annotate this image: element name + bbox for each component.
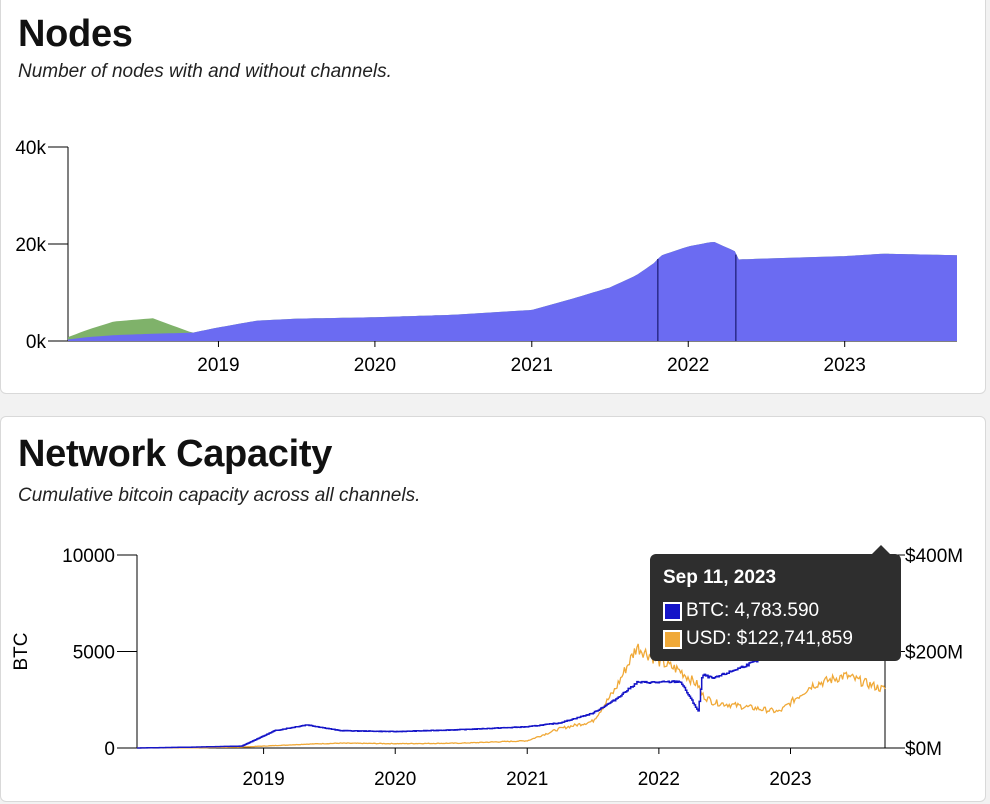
x-tick-label: 2021 — [511, 355, 553, 376]
right-y-tick-label: $200M — [905, 643, 963, 664]
y-tick-label: 40k — [15, 138, 46, 159]
chart-tooltip: Sep 11, 2023 BTC: 4,783.590 USD: $122,74… — [650, 545, 901, 661]
tooltip-arrow — [872, 545, 890, 554]
x-tick-label: 2022 — [638, 769, 680, 790]
y-tick-label: 20k — [15, 235, 46, 256]
tooltip-date: Sep 11, 2023 — [663, 567, 777, 588]
x-tick-label: 2023 — [769, 769, 811, 790]
left-y-tick-label: 5000 — [73, 643, 115, 664]
x-tick-label: 2023 — [824, 355, 866, 376]
y-axis-label: BTC — [11, 633, 32, 671]
btc-swatch-icon — [663, 601, 682, 621]
y-tick-label: 0k — [26, 332, 47, 353]
tooltip-usd-value: USD: $122,741,859 — [686, 628, 853, 649]
series-nodes-with-channels — [68, 242, 957, 341]
capacity-card: Network Capacity Cumulative bitcoin capa… — [0, 416, 986, 802]
x-tick-label: 2019 — [197, 355, 239, 376]
x-tick-label: 2021 — [506, 769, 548, 790]
nodes-chart[interactable]: 0k 20k 40k 2019 2020 2021 2022 2023 — [1, 0, 987, 395]
series-btc — [137, 645, 886, 749]
right-y-tick-label: $400M — [905, 546, 963, 567]
tooltip-usd-row: USD: $122,741,859 — [663, 628, 853, 650]
usd-swatch-icon — [663, 629, 682, 649]
capacity-subtitle: Cumulative bitcoin capacity across all c… — [18, 485, 421, 506]
capacity-title: Network Capacity — [18, 433, 333, 475]
x-tick-label: 2022 — [667, 355, 709, 376]
right-y-tick-label: $0M — [905, 739, 942, 760]
tooltip-btc-row: BTC: 4,783.590 — [663, 600, 819, 622]
tooltip-btc-value: BTC: 4,783.590 — [686, 600, 820, 621]
x-tick-label: 2020 — [374, 769, 416, 790]
left-y-tick-label: 10000 — [62, 546, 115, 567]
left-y-tick-label: 0 — [104, 739, 115, 760]
nodes-card: Nodes Number of nodes with and without c… — [0, 0, 986, 394]
nodes-title: Nodes — [18, 13, 133, 55]
x-tick-label: 2020 — [354, 355, 396, 376]
x-tick-label: 2019 — [242, 769, 284, 790]
nodes-subtitle: Number of nodes with and without channel… — [18, 61, 392, 82]
series-usd — [137, 643, 886, 749]
